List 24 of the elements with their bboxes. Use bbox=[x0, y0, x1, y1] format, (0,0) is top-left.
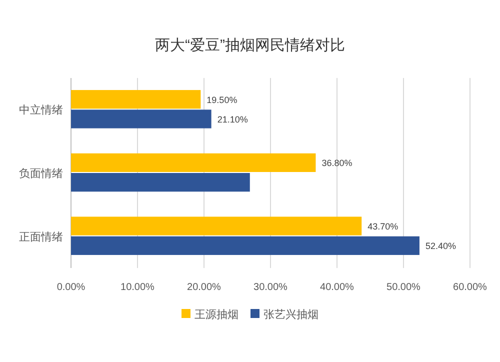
chart-title: 两大“爱豆”抽烟网民情绪对比 bbox=[155, 37, 345, 54]
legend-label: 张艺兴抽烟 bbox=[264, 308, 318, 321]
x-tick-label: 20.00% bbox=[187, 282, 222, 293]
x-tick-label: 30.00% bbox=[254, 282, 288, 293]
x-tick-label: 50.00% bbox=[386, 282, 421, 293]
bar bbox=[71, 90, 201, 109]
x-tick-label: 0.00% bbox=[56, 282, 86, 293]
data-label: 19.50% bbox=[206, 94, 238, 105]
data-label: 36.80% bbox=[322, 158, 352, 168]
bar bbox=[71, 236, 420, 255]
data-label: 52.40% bbox=[425, 241, 456, 252]
y-tick-label: 负面情绪 bbox=[19, 167, 63, 180]
y-tick-label: 中立情绪 bbox=[19, 104, 63, 117]
data-label: 21.10% bbox=[217, 114, 248, 124]
legend-label: 王源抽烟 bbox=[194, 309, 238, 321]
bar bbox=[71, 110, 212, 128]
bar bbox=[71, 173, 250, 192]
bar bbox=[71, 153, 316, 172]
x-tick-label: 10.00% bbox=[120, 282, 155, 293]
x-tick-label: 40.00% bbox=[320, 282, 354, 293]
x-tick-label: 60.00% bbox=[453, 282, 488, 293]
bar bbox=[71, 216, 362, 236]
data-label: 43.70% bbox=[368, 222, 398, 232]
y-tick-label: 正面情绪 bbox=[19, 230, 63, 244]
